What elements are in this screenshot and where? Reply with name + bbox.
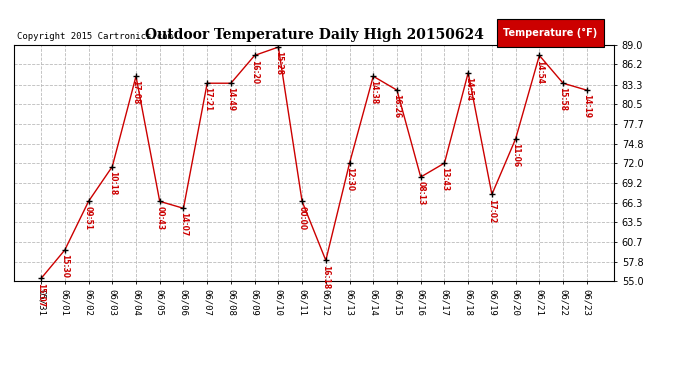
Text: 14:54: 14:54 [464,77,473,101]
Text: 14:38: 14:38 [368,80,377,105]
Text: 15:07: 15:07 [37,283,46,307]
Text: 00:00: 00:00 [297,206,306,230]
Text: 17:21: 17:21 [203,87,212,112]
Text: 16:26: 16:26 [393,94,402,118]
Text: 17:02: 17:02 [487,198,496,223]
Text: 13:43: 13:43 [440,167,449,191]
Text: 15:28: 15:28 [274,51,283,75]
Text: 16:20: 16:20 [250,60,259,84]
Text: 11:06: 11:06 [511,143,520,167]
Text: 14:19: 14:19 [582,94,591,118]
Text: 10:18: 10:18 [108,171,117,195]
Text: 15:30: 15:30 [60,254,69,278]
Text: Copyright 2015 Cartronics.com: Copyright 2015 Cartronics.com [17,32,173,41]
Title: Outdoor Temperature Daily High 20150624: Outdoor Temperature Daily High 20150624 [144,28,484,42]
Text: 08:13: 08:13 [416,181,425,206]
Text: 16:18: 16:18 [322,265,331,289]
Text: 14:54: 14:54 [535,60,544,84]
Text: 17:08: 17:08 [132,80,141,105]
Text: 15:58: 15:58 [559,87,568,111]
Text: 09:51: 09:51 [84,206,93,230]
Text: 14:49: 14:49 [226,87,235,111]
Text: 14:07: 14:07 [179,213,188,237]
Text: 12:30: 12:30 [345,167,354,191]
Text: 00:43: 00:43 [155,206,164,230]
Text: Temperature (°F): Temperature (°F) [503,28,598,38]
